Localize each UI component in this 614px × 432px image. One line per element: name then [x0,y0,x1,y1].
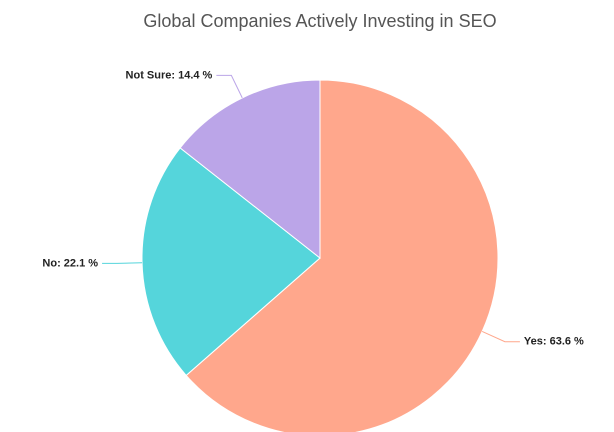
data-label: Yes: 63.6 % [524,336,584,348]
pie-slice [141,147,321,377]
chart-title: Global Companies Actively Investing in S… [143,11,496,31]
data-label: No: 22.1 % [42,257,98,269]
data-label: Not Sure: 14.4 % [126,69,213,81]
pie-slice [179,79,321,260]
leader-line [216,74,243,99]
leader-line [481,330,520,343]
leader-line [102,262,143,264]
